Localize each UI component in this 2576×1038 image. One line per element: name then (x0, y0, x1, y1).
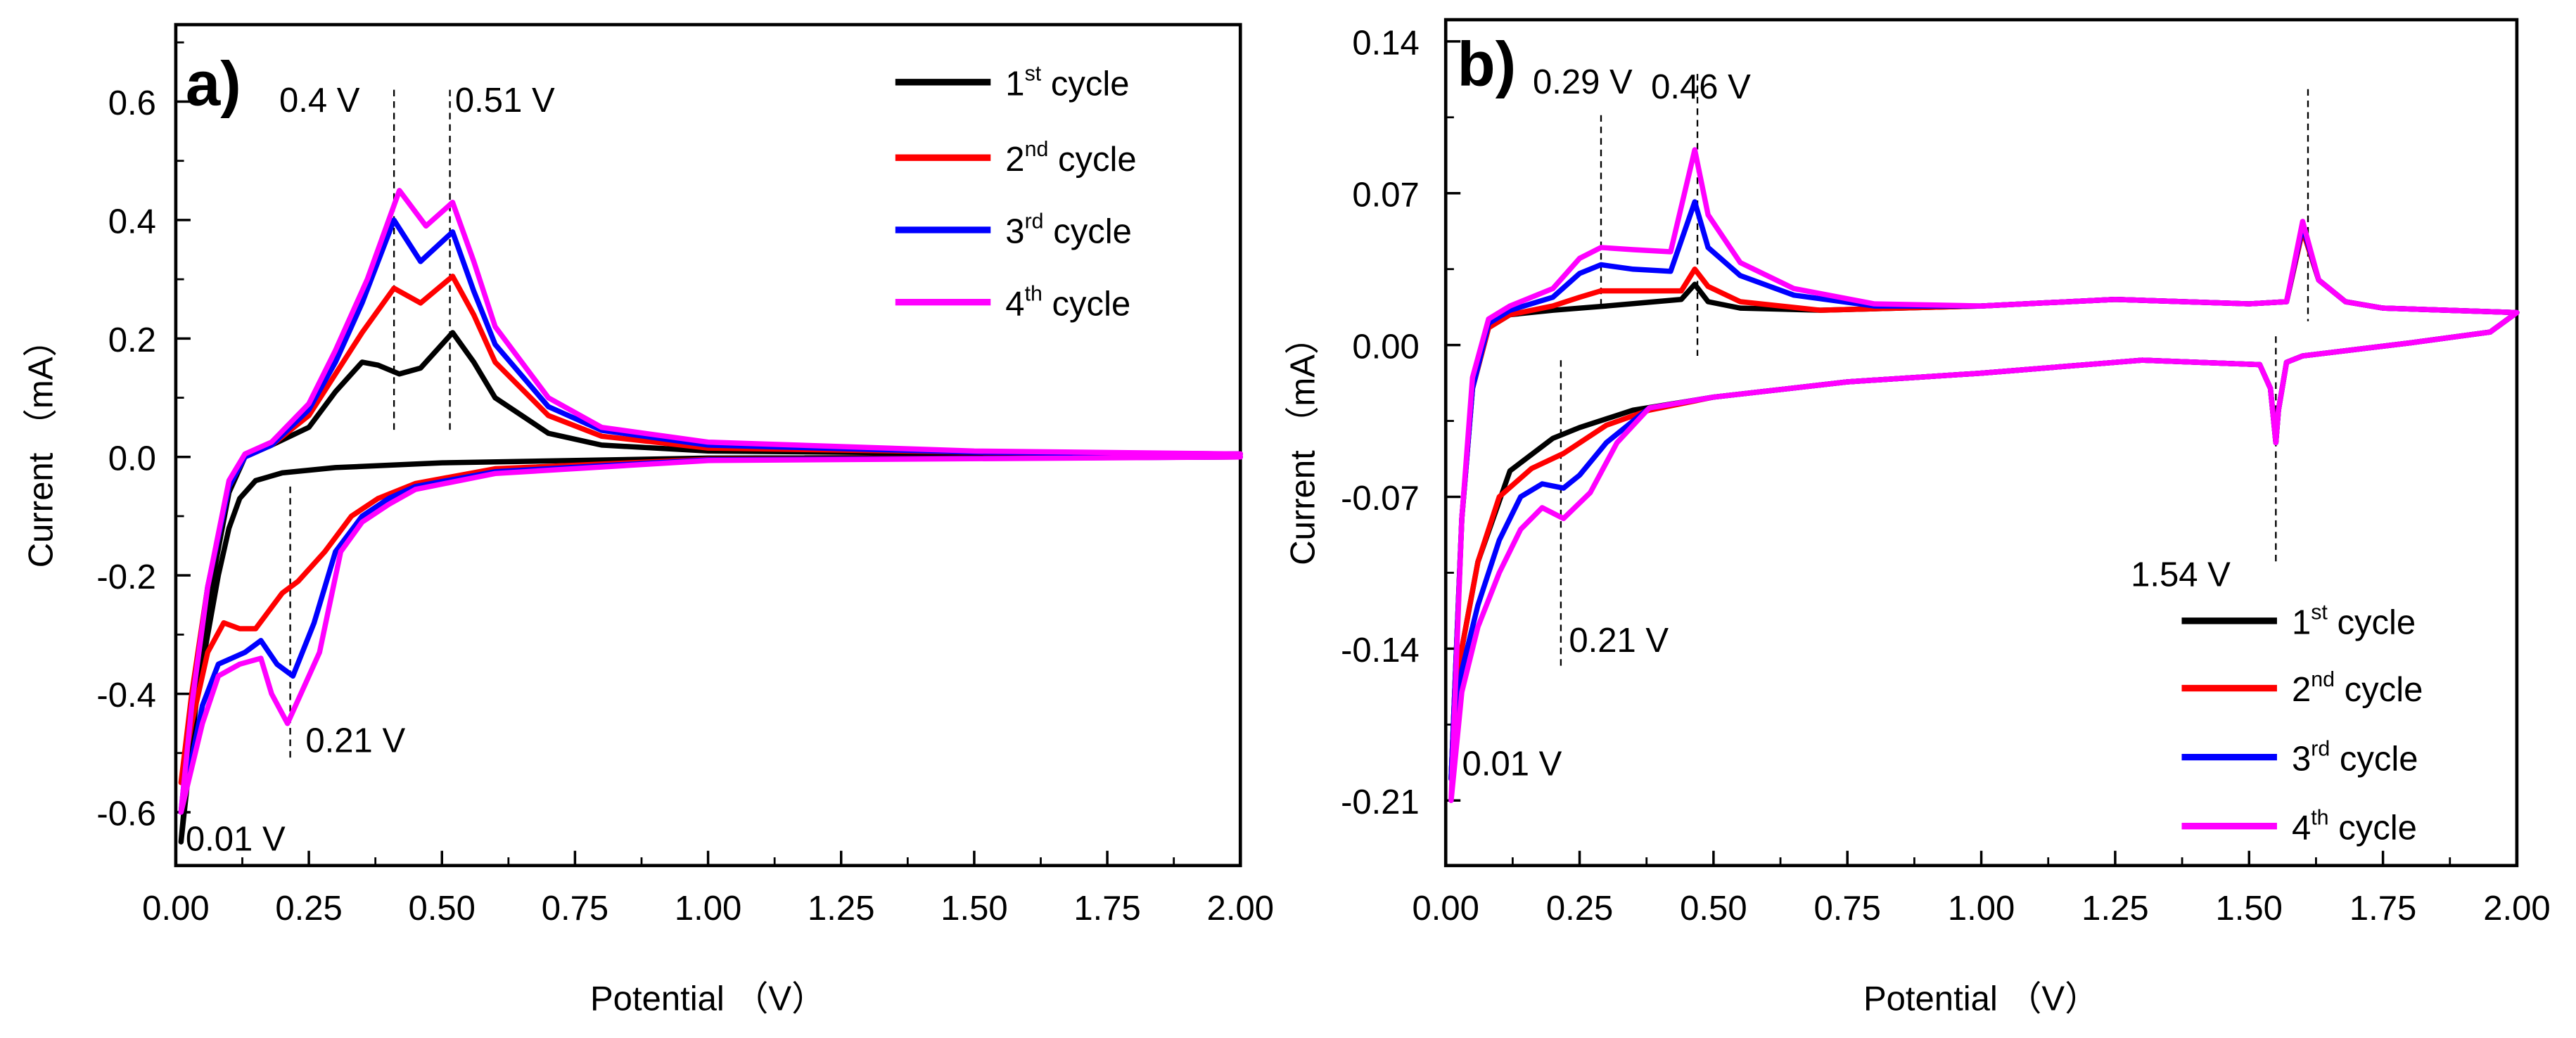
x-tick-label: 1.75 (2349, 890, 2416, 928)
x-tick-label: 1.50 (941, 890, 1007, 928)
y-tick-label: 0.14 (1352, 25, 1419, 63)
y-tick-label: 0.0 (108, 440, 156, 478)
y-axis-title: Current （mA） (1284, 320, 1322, 565)
x-tick-label: 0.25 (275, 890, 342, 928)
legend-label: 2nd cycle (2292, 668, 2423, 709)
panel-label: b) (1458, 29, 1517, 98)
annotation-label: 0.21 V (305, 722, 405, 760)
legend-number: 3 (2292, 740, 2311, 778)
legend-ordinal-sup: st (1025, 62, 1042, 85)
y-tick-label: -0.21 (1341, 783, 1420, 821)
x-tick-label: 1.00 (1948, 890, 2015, 928)
legend-ordinal-sup: st (2311, 601, 2328, 624)
legend-label: 4th cycle (1005, 282, 1130, 323)
legend-ordinal-sup: nd (2311, 668, 2335, 691)
series-line-cycle-4 (178, 188, 1244, 815)
legend-label: 1st cycle (1005, 62, 1129, 103)
annotation-label: 0.29 V (1533, 63, 1633, 101)
panel-label: a) (186, 49, 241, 118)
x-tick-label: 1.25 (2081, 890, 2148, 928)
y-axis-title: Current （mA） (23, 323, 60, 568)
x-tick-label: 0.00 (1412, 890, 1479, 928)
y-tick-label: 0.6 (108, 84, 156, 122)
annotation-label: 0.46 V (1651, 68, 1751, 106)
annotation-label: 1.54 V (2131, 556, 2231, 594)
annotation-label: 0.51 V (455, 82, 555, 120)
legend-ordinal-sup: th (1025, 282, 1042, 305)
x-tick-label: 1.25 (808, 890, 874, 928)
legend-suffix: cycle (2328, 603, 2416, 641)
legend-number: 3 (1005, 213, 1024, 251)
legend-ordinal-sup: th (2311, 806, 2328, 829)
x-tick-label: 0.25 (1546, 890, 1613, 928)
x-tick-label: 0.50 (1680, 890, 1747, 928)
legend-number: 4 (2292, 809, 2311, 847)
y-tick-label: 0.2 (108, 321, 156, 359)
legend-suffix: cycle (2330, 740, 2418, 778)
legend-number: 2 (2292, 671, 2311, 709)
y-tick-label: -0.6 (96, 795, 156, 833)
annotation-label: 0.01 V (186, 821, 286, 859)
y-tick-label: -0.2 (96, 558, 156, 596)
legend-number: 1 (1005, 65, 1024, 103)
legend-label: 3rd cycle (2292, 737, 2418, 778)
x-tick-label: 1.00 (675, 890, 741, 928)
series-line-cycle-1 (178, 330, 1244, 845)
x-tick-label: 1.50 (2216, 890, 2283, 928)
legend-suffix: cycle (1041, 65, 1129, 103)
y-tick-label: -0.14 (1341, 632, 1420, 669)
y-tick-label: 0.07 (1352, 176, 1419, 214)
legend-suffix: cycle (1048, 141, 1136, 179)
legend-suffix: cycle (1044, 213, 1132, 251)
x-axis-title: Potential （V） (590, 980, 826, 1018)
legend-ordinal-sup: nd (1025, 138, 1049, 161)
y-tick-label: -0.4 (96, 677, 156, 715)
x-tick-label: 0.75 (1814, 890, 1881, 928)
x-tick-label: 1.75 (1073, 890, 1140, 928)
panel-a: 0.00 0.25 0.50 0.75 1.00 1.25 1.50 1.75 2.00 -0.6… (23, 23, 1274, 1018)
annotation-label: 0.21 V (1569, 622, 1669, 660)
legend-suffix: cycle (2335, 671, 2423, 709)
series-line-cycle-4 (1448, 147, 2520, 804)
legend-number: 2 (1005, 141, 1024, 179)
x-tick-label: 0.50 (409, 890, 476, 928)
x-tick-label: 2.00 (1207, 890, 1274, 928)
x-axis-title: Potential （V） (1863, 980, 2099, 1018)
x-tick-label: 2.00 (2483, 890, 2550, 928)
y-tick-label: -0.07 (1341, 480, 1420, 518)
annotation-label: 0.01 V (1462, 745, 1562, 783)
legend-ordinal-sup: rd (1025, 210, 1044, 233)
annotation-label: 0.4 V (279, 82, 360, 120)
legend-number: 1 (2292, 603, 2311, 641)
legend-label: 4th cycle (2292, 806, 2417, 847)
legend-label: 1st cycle (2292, 601, 2416, 641)
x-tick-label: 0.75 (542, 890, 608, 928)
x-tick-label: 0.00 (142, 890, 209, 928)
legend-number: 4 (1005, 285, 1024, 323)
legend-ordinal-sup: rd (2311, 737, 2330, 760)
legend-suffix: cycle (1042, 285, 1130, 323)
panel-b: 0.00 0.25 0.50 0.75 1.00 1.25 1.50 1.75 2.00 -0.2… (1284, 18, 2551, 1018)
y-tick-label: 0.00 (1352, 328, 1419, 366)
legend-label: 3rd cycle (1005, 210, 1132, 251)
legend-label: 2nd cycle (1005, 138, 1136, 179)
y-tick-label: 0.4 (108, 203, 156, 241)
legend-suffix: cycle (2329, 809, 2417, 847)
